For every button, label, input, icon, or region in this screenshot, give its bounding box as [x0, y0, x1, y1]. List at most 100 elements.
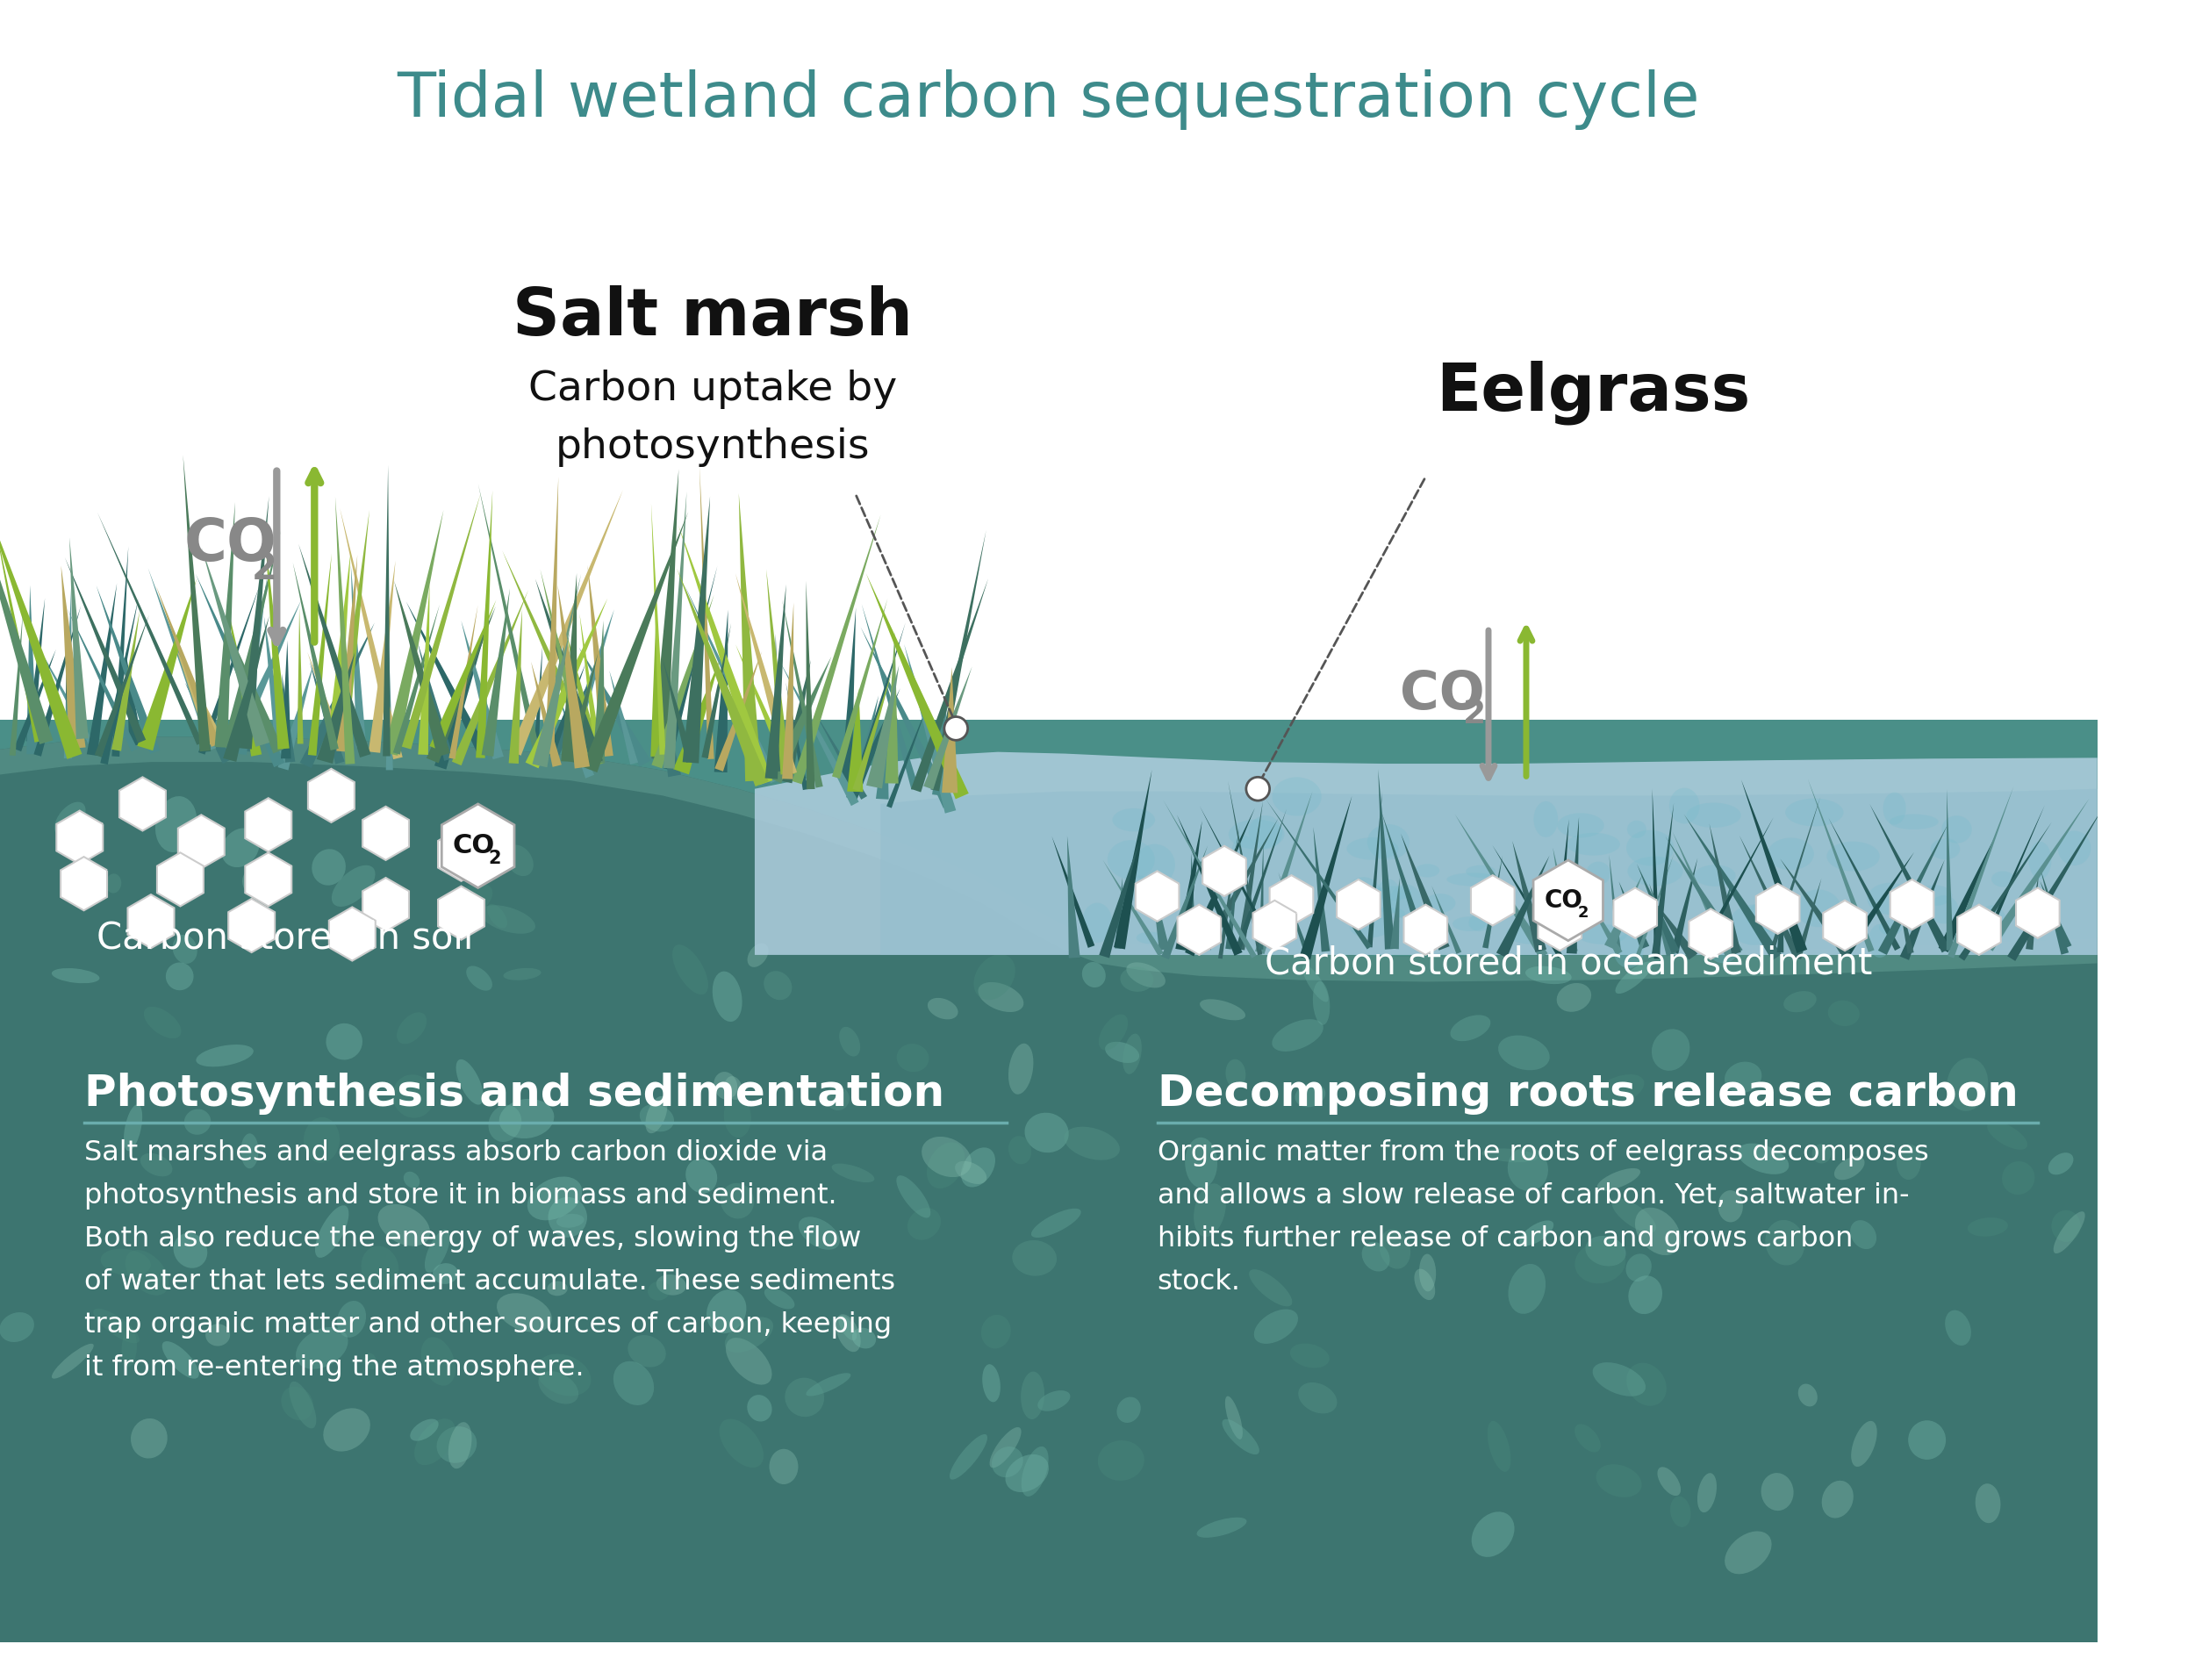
Polygon shape: [2041, 869, 2068, 954]
Ellipse shape: [296, 1327, 349, 1369]
Ellipse shape: [1100, 1015, 1128, 1050]
Text: CO: CO: [1545, 889, 1583, 912]
Polygon shape: [382, 465, 391, 756]
Ellipse shape: [312, 848, 345, 885]
Polygon shape: [814, 712, 867, 800]
Polygon shape: [239, 496, 270, 749]
Text: CO: CO: [184, 516, 277, 573]
Polygon shape: [395, 581, 450, 756]
Polygon shape: [1824, 900, 1866, 951]
Polygon shape: [1980, 805, 2046, 948]
Polygon shape: [1809, 780, 1875, 953]
Ellipse shape: [672, 944, 709, 995]
Polygon shape: [610, 670, 639, 764]
Text: Photosynthesis and sedimentation: Photosynthesis and sedimentation: [83, 1072, 944, 1114]
Ellipse shape: [648, 1280, 669, 1300]
Polygon shape: [1796, 879, 1822, 959]
Ellipse shape: [836, 1314, 860, 1352]
Polygon shape: [15, 588, 81, 754]
Ellipse shape: [1482, 1149, 1539, 1163]
Text: CO: CO: [452, 833, 494, 858]
Polygon shape: [479, 484, 542, 761]
Polygon shape: [246, 627, 259, 753]
Ellipse shape: [926, 1142, 966, 1188]
Ellipse shape: [1447, 872, 1499, 885]
Polygon shape: [97, 512, 202, 744]
Polygon shape: [1185, 808, 1256, 956]
Ellipse shape: [1725, 1062, 1763, 1094]
Ellipse shape: [713, 1072, 738, 1100]
Ellipse shape: [1225, 1058, 1247, 1089]
Polygon shape: [533, 647, 542, 763]
Polygon shape: [773, 633, 781, 771]
Polygon shape: [847, 689, 900, 801]
Text: Decomposing roots release carbon: Decomposing roots release carbon: [1157, 1072, 2017, 1114]
Polygon shape: [781, 603, 795, 780]
Ellipse shape: [498, 1099, 553, 1139]
Ellipse shape: [1826, 842, 1879, 872]
Ellipse shape: [1378, 1230, 1411, 1268]
Ellipse shape: [1032, 1208, 1080, 1238]
Ellipse shape: [979, 983, 1023, 1011]
Circle shape: [1247, 778, 1269, 801]
Ellipse shape: [928, 998, 957, 1020]
Polygon shape: [176, 647, 224, 746]
Polygon shape: [1673, 832, 1732, 958]
Polygon shape: [1400, 833, 1449, 951]
Ellipse shape: [162, 1341, 200, 1379]
Polygon shape: [1267, 800, 1372, 949]
Polygon shape: [531, 662, 562, 768]
Polygon shape: [1879, 823, 1949, 954]
Ellipse shape: [121, 1329, 136, 1368]
Polygon shape: [35, 640, 99, 754]
Ellipse shape: [538, 1371, 579, 1404]
Ellipse shape: [1346, 837, 1398, 860]
Polygon shape: [369, 561, 395, 753]
Polygon shape: [266, 543, 290, 749]
Ellipse shape: [180, 885, 193, 902]
Polygon shape: [540, 570, 590, 766]
Ellipse shape: [1850, 1421, 1877, 1467]
Polygon shape: [281, 674, 294, 763]
Polygon shape: [13, 648, 57, 751]
Ellipse shape: [1991, 872, 2015, 887]
Polygon shape: [147, 568, 215, 751]
Polygon shape: [700, 465, 713, 759]
Polygon shape: [1613, 887, 1657, 937]
Ellipse shape: [806, 1373, 852, 1396]
Polygon shape: [1471, 875, 1515, 926]
Ellipse shape: [1629, 1275, 1662, 1314]
Ellipse shape: [1765, 1220, 1804, 1265]
Polygon shape: [755, 753, 2096, 954]
Text: Eelgrass: Eelgrass: [1436, 361, 1752, 425]
Ellipse shape: [1367, 907, 1405, 919]
Ellipse shape: [955, 1161, 988, 1184]
Polygon shape: [182, 455, 211, 751]
Polygon shape: [674, 660, 720, 774]
Polygon shape: [119, 778, 167, 832]
Polygon shape: [417, 642, 454, 761]
Ellipse shape: [645, 1095, 667, 1134]
Polygon shape: [593, 620, 606, 763]
Polygon shape: [562, 573, 577, 763]
Polygon shape: [863, 603, 920, 790]
Polygon shape: [849, 696, 878, 795]
Polygon shape: [1653, 899, 1697, 959]
Polygon shape: [1901, 860, 1945, 959]
Polygon shape: [547, 677, 593, 759]
Ellipse shape: [1978, 906, 2006, 942]
Ellipse shape: [1297, 1383, 1337, 1413]
Ellipse shape: [92, 1309, 140, 1344]
Polygon shape: [676, 568, 768, 786]
Ellipse shape: [1508, 1147, 1547, 1191]
Ellipse shape: [1201, 1000, 1245, 1020]
Polygon shape: [663, 659, 694, 763]
Polygon shape: [441, 805, 514, 887]
Polygon shape: [1389, 877, 1400, 949]
Ellipse shape: [1519, 1220, 1554, 1247]
Polygon shape: [735, 645, 795, 776]
Polygon shape: [1135, 870, 1179, 921]
Ellipse shape: [53, 1344, 94, 1379]
Ellipse shape: [1374, 885, 1411, 900]
Ellipse shape: [1585, 1236, 1626, 1267]
